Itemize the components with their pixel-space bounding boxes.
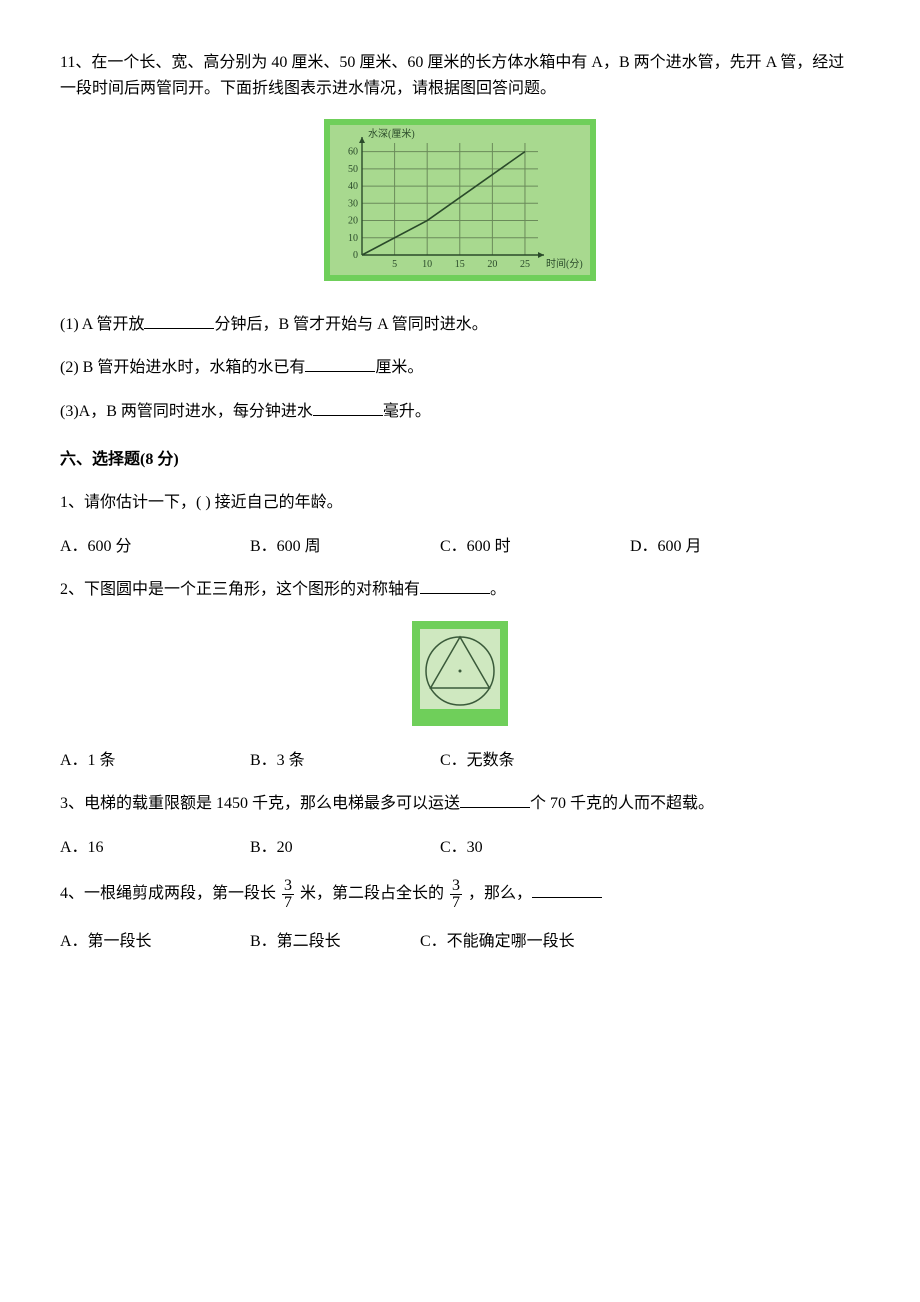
mc3-choices: A．16 B．20 C．30 — [60, 835, 860, 861]
svg-text:60: 60 — [348, 147, 358, 158]
blank[interactable] — [532, 881, 602, 898]
blank[interactable] — [144, 312, 214, 329]
frac-num: 3 — [450, 878, 462, 895]
svg-text:0: 0 — [353, 250, 358, 261]
mc2-choices: A．1 条 B．3 条 C．无数条 — [60, 748, 860, 774]
mc4-stem-c: ，那么， — [468, 885, 532, 902]
svg-text:水深(厘米): 水深(厘米) — [368, 127, 415, 140]
mc4-choices: A．第一段长 B．第二段长 C．不能确定哪一段长 — [60, 929, 860, 955]
mc2-choice-b[interactable]: B．3 条 — [250, 748, 440, 774]
mc4-choice-b[interactable]: B．第二段长 — [250, 929, 420, 955]
mc1-choice-b[interactable]: B．600 周 — [250, 534, 440, 560]
line-chart: 0 10 20 30 40 50 60 5 10 15 20 25 水深(厘米) 时间(分) — [330, 125, 590, 275]
mc4-stem-a: 4、一根绳剪成两段，第一段长 — [60, 885, 276, 902]
svg-text:30: 30 — [348, 198, 358, 209]
mc2-stem-a: 2、下图圆中是一个正三角形，这个图形的对称轴有 — [60, 581, 420, 598]
svg-text:20: 20 — [487, 259, 497, 270]
mc2-stem-b: 。 — [490, 581, 506, 598]
svg-text:40: 40 — [348, 181, 358, 192]
mc4-stem-b: 米，第二段占全长的 — [300, 885, 444, 902]
frac-num: 3 — [282, 878, 294, 895]
svg-text:15: 15 — [455, 259, 465, 270]
mc2-stem: 2、下图圆中是一个正三角形，这个图形的对称轴有 。 — [60, 577, 860, 603]
blank[interactable] — [420, 577, 490, 594]
fraction-icon: 37 — [282, 878, 294, 911]
mc1-stem: 1、请你估计一下，( ) 接近自己的年龄。 — [60, 490, 860, 516]
mc4-choice-c[interactable]: C．不能确定哪一段长 — [420, 929, 575, 955]
q11-sub1-b: 分钟后，B 管才开始与 A 管同时进水。 — [214, 316, 487, 333]
svg-text:10: 10 — [422, 259, 432, 270]
mc3-stem-b: 个 70 千克的人而不超载。 — [530, 795, 714, 812]
svg-text:50: 50 — [348, 164, 358, 175]
mc3-stem-a: 3、电梯的载重限额是 1450 千克，那么电梯最多可以运送 — [60, 795, 460, 812]
mc2-choice-c[interactable]: C．无数条 — [440, 748, 515, 774]
svg-text:时间(分): 时间(分) — [546, 257, 583, 270]
mc2-figure-wrap — [60, 621, 860, 726]
blank[interactable] — [305, 355, 375, 372]
q11-sub2: (2) B 管开始进水时，水箱的水已有 厘米。 — [60, 355, 860, 381]
q11-sub2-b: 厘米。 — [375, 359, 423, 376]
blank[interactable] — [313, 399, 383, 416]
mc3-stem: 3、电梯的载重限额是 1450 千克，那么电梯最多可以运送 个 70 千克的人而不… — [60, 791, 860, 817]
svg-text:25: 25 — [520, 259, 530, 270]
q11-chart-bg: 0 10 20 30 40 50 60 5 10 15 20 25 水深(厘米) 时间(分) — [324, 119, 596, 281]
svg-text:10: 10 — [348, 233, 358, 244]
q11-sub1: (1) A 管开放 分钟后，B 管才开始与 A 管同时进水。 — [60, 312, 860, 338]
q11-stem: 11、在一个长、宽、高分别为 40 厘米、50 厘米、60 厘米的长方体水箱中有… — [60, 50, 860, 101]
mc3-choice-a[interactable]: A．16 — [60, 835, 250, 861]
mc2-figure-bg — [412, 621, 508, 726]
blank[interactable] — [460, 791, 530, 808]
mc3-choice-c[interactable]: C．30 — [440, 835, 483, 861]
section6-heading: 六、选择题(8 分) — [60, 447, 860, 473]
circle-triangle-icon — [420, 629, 500, 709]
mc1-choice-c[interactable]: C．600 时 — [440, 534, 630, 560]
mc4-choice-a[interactable]: A．第一段长 — [60, 929, 250, 955]
mc1-choice-d[interactable]: D．600 月 — [630, 534, 702, 560]
frac-den: 7 — [282, 895, 294, 911]
mc1-choices: A．600 分 B．600 周 C．600 时 D．600 月 — [60, 534, 860, 560]
fraction-icon: 37 — [450, 878, 462, 911]
svg-text:20: 20 — [348, 216, 358, 227]
mc4-stem: 4、一根绳剪成两段，第一段长 37 米，第二段占全长的 37 ，那么， — [60, 878, 860, 911]
q11-sub3: (3)A，B 两管同时进水，每分钟进水 毫升。 — [60, 399, 860, 425]
svg-text:5: 5 — [392, 259, 397, 270]
q11-sub3-b: 毫升。 — [383, 403, 431, 420]
q11-sub1-a: (1) A 管开放 — [60, 316, 144, 333]
mc1-choice-a[interactable]: A．600 分 — [60, 534, 250, 560]
mc3-choice-b[interactable]: B．20 — [250, 835, 440, 861]
q11-sub2-a: (2) B 管开始进水时，水箱的水已有 — [60, 359, 305, 376]
frac-den: 7 — [450, 895, 462, 911]
q11-chart-wrap: 0 10 20 30 40 50 60 5 10 15 20 25 水深(厘米) 时间(分) — [60, 119, 860, 290]
mc2-choice-a[interactable]: A．1 条 — [60, 748, 250, 774]
q11-sub3-a: (3)A，B 两管同时进水，每分钟进水 — [60, 403, 313, 420]
